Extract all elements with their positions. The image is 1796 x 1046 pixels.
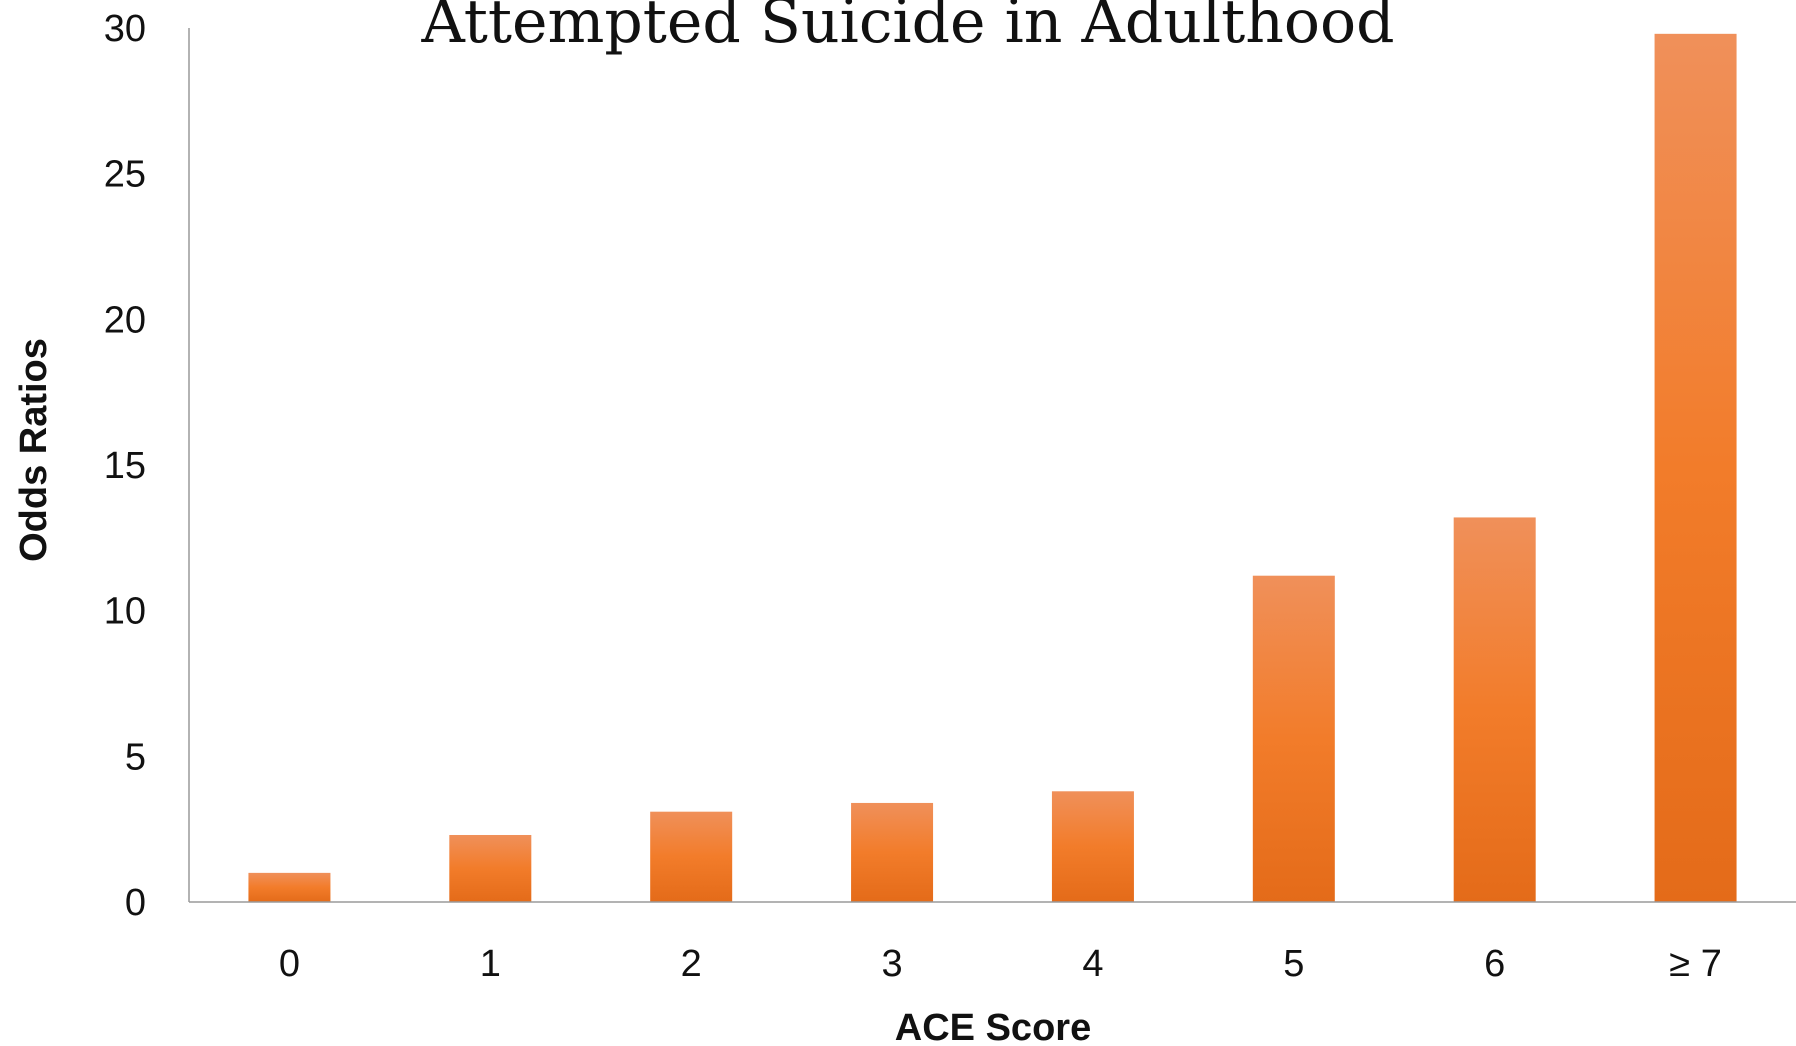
bar (1252, 575, 1335, 902)
y-tick-label: 10 (104, 591, 146, 633)
y-tick-label: 0 (125, 882, 146, 924)
y-tick-labels: 0 5 10 15 20 25 30 (104, 8, 146, 924)
y-tick-label: 5 (125, 736, 146, 778)
bars (248, 33, 1737, 903)
x-tick-label: 1 (480, 943, 501, 985)
bar (449, 834, 532, 902)
bar (1051, 791, 1134, 902)
x-tick-label: 0 (279, 943, 300, 985)
x-tick-labels: 0 1 2 3 4 5 6 ≥ 7 (279, 943, 1722, 985)
x-tick-label: ≥ 7 (1669, 943, 1722, 985)
y-tick-label: 15 (104, 445, 146, 487)
x-tick-label: 3 (881, 943, 902, 985)
y-tick-label: 30 (104, 8, 146, 50)
y-axis-title: Odds Ratios (13, 338, 55, 562)
x-tick-label: 4 (1082, 943, 1103, 985)
bar (1654, 33, 1737, 903)
chart-title: Attempted Suicide in Adulthood (420, 0, 1394, 57)
y-tick-label: 20 (104, 299, 146, 341)
y-tick-label: 25 (104, 154, 146, 196)
bar (650, 811, 733, 902)
x-axis-title: ACE Score (895, 1007, 1091, 1046)
x-tick-label: 5 (1283, 943, 1304, 985)
x-tick-label: 2 (681, 943, 702, 985)
bar (248, 872, 331, 902)
bar (851, 802, 934, 902)
bar (1453, 517, 1536, 902)
x-tick-label: 6 (1484, 943, 1505, 985)
